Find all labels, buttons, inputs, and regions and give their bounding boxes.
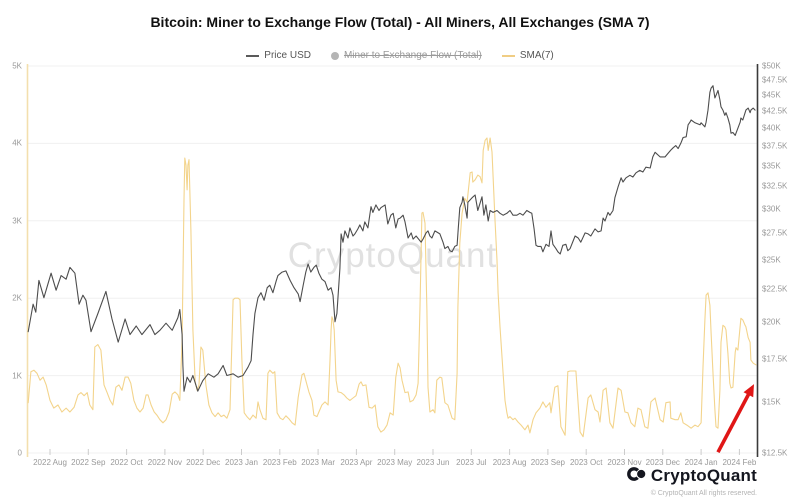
- legend-label: Price USD: [264, 50, 311, 61]
- x-axis-tick-label: 2022 Oct: [110, 458, 143, 467]
- annotation-arrow-shaft: [716, 391, 752, 454]
- legend-line-swatch-icon: [501, 54, 515, 57]
- brand-footer: CryptoQuant © CryptoQuant All rights res…: [627, 464, 757, 497]
- x-axis-tick-label: 2022 Nov: [147, 458, 183, 467]
- right-axis-tick-label: $17.5K: [762, 354, 788, 364]
- right-axis-tick-label: $45K: [762, 90, 781, 100]
- x-axis-tick-label: 2022 Dec: [186, 458, 221, 467]
- legend-label: Miner to Exchange Flow (Total): [343, 50, 482, 61]
- right-axis-tick-label: $20K: [762, 317, 781, 327]
- x-axis-tick-label: 2023 May: [377, 458, 413, 467]
- x-axis-tick-label: 2023 Oct: [569, 458, 603, 467]
- x-axis-tick-label: 2023 Feb: [262, 458, 297, 467]
- legend-dot-swatch-icon: [330, 51, 339, 60]
- watermark: CryptoQuant: [287, 236, 498, 275]
- right-axis-tick-label: $30K: [762, 204, 781, 214]
- x-axis-tick-label: 2023 Jul: [456, 458, 487, 467]
- left-axis-tick-label: 0: [17, 448, 22, 458]
- right-axis-tick-label: $22.5K: [762, 284, 788, 294]
- right-axis-tick-label: $15K: [762, 397, 781, 407]
- left-axis-tick-label: 4K: [12, 138, 22, 148]
- annotation-arrow-head: [743, 384, 754, 398]
- x-axis-tick-label: 2023 Apr: [340, 458, 373, 467]
- right-axis-tick-label: $27.5K: [762, 228, 788, 238]
- cryptoquant-logo-icon: [627, 464, 646, 488]
- x-axis-tick-label: 2023 Aug: [492, 458, 527, 467]
- right-axis-tick-label: $37.5K: [762, 141, 788, 151]
- x-axis-tick-label: 2023 Sep: [530, 458, 566, 467]
- right-axis-tick-label: $42.5K: [762, 106, 788, 116]
- right-axis-tick-label: $25K: [762, 255, 781, 264]
- right-axis-tick-label: $35K: [762, 161, 781, 171]
- left-axis-tick-label: 3K: [12, 216, 22, 226]
- left-axis-tick-label: 1K: [12, 371, 22, 381]
- x-axis-tick-label: 2023 Nov: [607, 458, 642, 467]
- x-axis-tick-label: 2023 Mar: [301, 458, 335, 467]
- x-axis-tick-label: 2023 Jan: [225, 458, 258, 467]
- right-axis-tick-label: $40K: [762, 123, 781, 133]
- right-axis-tick-label: $32.5K: [762, 181, 788, 191]
- chart-title: Bitcoin: Miner to Exchange Flow (Total) …: [150, 14, 650, 30]
- sma-line: [27, 137, 757, 438]
- legend-item-sma-7[interactable]: SMA(7): [501, 50, 554, 61]
- right-axis-tick-label: $12.5K: [762, 448, 788, 458]
- x-axis-tick-label: 2024 Jan: [684, 458, 718, 467]
- legend-item-miner-to-exchange-flow-total[interactable]: Miner to Exchange Flow (Total): [330, 50, 482, 61]
- price-line: [27, 85, 756, 392]
- x-axis-tick-label: 2023 Jun: [416, 458, 450, 467]
- left-axis-tick-label: 2K: [12, 293, 22, 303]
- legend-line-swatch-icon: [246, 54, 260, 57]
- legend-label: SMA(7): [519, 50, 554, 61]
- right-axis-tick-label: $47.5K: [762, 75, 788, 85]
- left-axis-tick-label: 5K: [12, 61, 22, 71]
- x-axis-tick-label: 2024 Feb: [722, 458, 757, 467]
- right-axis-tick-label: $50K: [762, 61, 781, 71]
- brand-name: CryptoQuant: [650, 466, 757, 485]
- x-axis-tick-label: 2022 Sep: [71, 458, 106, 467]
- legend-item-price-usd[interactable]: Price USD: [246, 50, 311, 61]
- x-axis-tick-label: 2023 Dec: [645, 458, 680, 467]
- legend: Price USD Miner to Exchange Flow (Total) S…: [0, 50, 800, 61]
- copyright-text: © CryptoQuant All rights reserved.: [650, 490, 757, 497]
- x-axis-tick-label: 2022 Aug: [33, 458, 67, 467]
